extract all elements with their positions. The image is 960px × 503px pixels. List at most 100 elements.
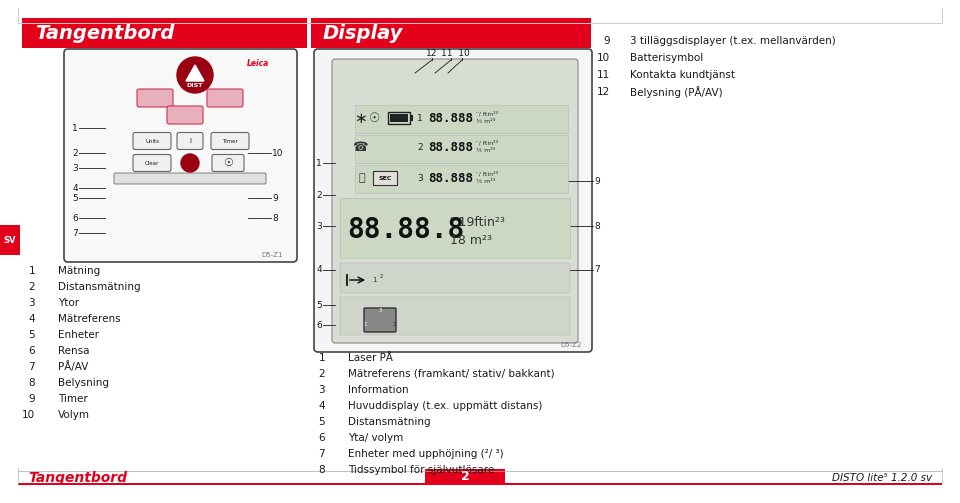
Text: 2: 2 [380, 274, 383, 279]
Text: Tangentbord: Tangentbord [35, 24, 175, 42]
Text: 4: 4 [317, 266, 322, 275]
Bar [340, 263, 570, 293]
Text: 10: 10 [272, 148, 283, 157]
Text: 9: 9 [272, 194, 277, 203]
Text: Laser PÅ: Laser PÅ [348, 353, 393, 363]
Text: D5-Z2: D5-Z2 [561, 342, 582, 348]
Text: 11: 11 [597, 70, 610, 80]
Text: 1: 1 [372, 277, 376, 283]
Text: Enheter med upphöjning (²/ ³): Enheter med upphöjning (²/ ³) [348, 449, 504, 459]
Text: ☎: ☎ [352, 140, 368, 153]
Text: Timer: Timer [222, 138, 238, 143]
Text: 3: 3 [319, 385, 325, 395]
Circle shape [177, 57, 213, 93]
Text: 88.888: 88.888 [428, 112, 473, 125]
Text: 1: 1 [417, 114, 422, 123]
Text: 6: 6 [316, 320, 322, 329]
Text: 3: 3 [316, 221, 322, 230]
Text: Information: Information [348, 385, 409, 395]
Text: ⓘ: ⓘ [359, 173, 366, 183]
FancyBboxPatch shape [314, 49, 592, 352]
Text: 8: 8 [594, 221, 600, 230]
FancyBboxPatch shape [64, 49, 297, 262]
Text: 4: 4 [72, 184, 78, 193]
Text: Distansmätning: Distansmätning [58, 282, 140, 292]
Text: Mätreferens: Mätreferens [58, 314, 121, 324]
Text: DIST: DIST [187, 82, 204, 88]
Text: Leica: Leica [247, 58, 269, 67]
Text: 7: 7 [319, 449, 325, 459]
Text: D5-Z1: D5-Z1 [261, 252, 283, 258]
Text: 18 m²³: 18 m²³ [450, 233, 492, 246]
Text: 5: 5 [316, 300, 322, 309]
Text: Yta/ volym: Yta/ volym [348, 433, 403, 443]
Bar [355, 105, 568, 133]
Text: 8: 8 [29, 378, 35, 388]
Bar [22, 18, 307, 48]
Text: 6: 6 [319, 433, 325, 443]
Text: Clear: Clear [145, 160, 159, 165]
Text: 9: 9 [29, 394, 35, 404]
Text: Kontakta kundtjänst: Kontakta kundtjänst [630, 70, 735, 80]
Bar [390, 114, 408, 122]
Circle shape [181, 154, 199, 172]
Text: 9: 9 [594, 177, 600, 186]
Text: 1: 1 [363, 322, 367, 327]
Text: 1: 1 [319, 353, 325, 363]
Text: 10: 10 [597, 53, 610, 63]
Text: Units: Units [145, 138, 159, 143]
Text: Timer: Timer [58, 394, 87, 404]
FancyBboxPatch shape [364, 308, 396, 332]
Text: 2: 2 [417, 142, 422, 151]
Text: Distansmätning: Distansmätning [348, 417, 431, 427]
Text: Mätning: Mätning [58, 266, 100, 276]
FancyBboxPatch shape [137, 89, 173, 107]
Text: ☉: ☉ [370, 112, 380, 125]
Text: 3: 3 [378, 308, 382, 313]
Text: Tangentbord: Tangentbord [28, 471, 127, 485]
Text: 11  10: 11 10 [441, 48, 469, 57]
Text: ∗: ∗ [353, 111, 367, 126]
Text: Belysning (PÅ/AV): Belysning (PÅ/AV) [630, 86, 723, 98]
Bar [18, 483, 942, 485]
FancyBboxPatch shape [207, 89, 243, 107]
Bar [0, 225, 20, 255]
Text: 88.888: 88.888 [428, 172, 473, 185]
Text: 1: 1 [316, 158, 322, 167]
Text: 5: 5 [72, 194, 78, 203]
FancyBboxPatch shape [177, 132, 203, 149]
Bar [311, 18, 591, 48]
Text: Display: Display [323, 24, 403, 42]
Text: Rensa: Rensa [58, 346, 89, 356]
Text: ′′/ ftin²³: ′′/ ftin²³ [476, 140, 498, 146]
FancyBboxPatch shape [133, 154, 171, 172]
FancyBboxPatch shape [133, 132, 171, 149]
Bar [355, 135, 568, 163]
Text: Belysning: Belysning [58, 378, 109, 388]
Text: SEC: SEC [378, 176, 392, 181]
Text: 3: 3 [417, 174, 422, 183]
Text: 6: 6 [29, 346, 35, 356]
FancyBboxPatch shape [167, 106, 203, 124]
Text: 5: 5 [29, 330, 35, 340]
Text: ′′/ ftin²³: ′′/ ftin²³ [476, 171, 498, 177]
Text: 8: 8 [272, 213, 277, 222]
Text: Enheter: Enheter [58, 330, 99, 340]
Text: ″ 19ftin²³: ″ 19ftin²³ [450, 215, 505, 228]
Text: ☉: ☉ [223, 158, 233, 168]
Text: 3: 3 [29, 298, 35, 308]
Text: Tidssymbol för självutlösare: Tidssymbol för självutlösare [348, 465, 494, 475]
FancyBboxPatch shape [373, 171, 397, 185]
Text: 9: 9 [604, 36, 610, 46]
Text: Huvuddisplay (t.ex. uppmätt distans): Huvuddisplay (t.ex. uppmätt distans) [348, 401, 542, 411]
Text: ⅘ m²³: ⅘ m²³ [476, 119, 495, 124]
Bar [340, 198, 570, 258]
Bar [355, 165, 568, 193]
Text: ⅘ m²³: ⅘ m²³ [476, 179, 495, 184]
Text: 2: 2 [317, 191, 322, 200]
Text: 6: 6 [72, 213, 78, 222]
Text: 1: 1 [29, 266, 35, 276]
Text: i: i [189, 138, 191, 144]
Text: 5: 5 [319, 417, 325, 427]
Text: 3 tilläggsdisplayer (t.ex. mellanvärden): 3 tilläggsdisplayer (t.ex. mellanvärden) [630, 36, 836, 46]
